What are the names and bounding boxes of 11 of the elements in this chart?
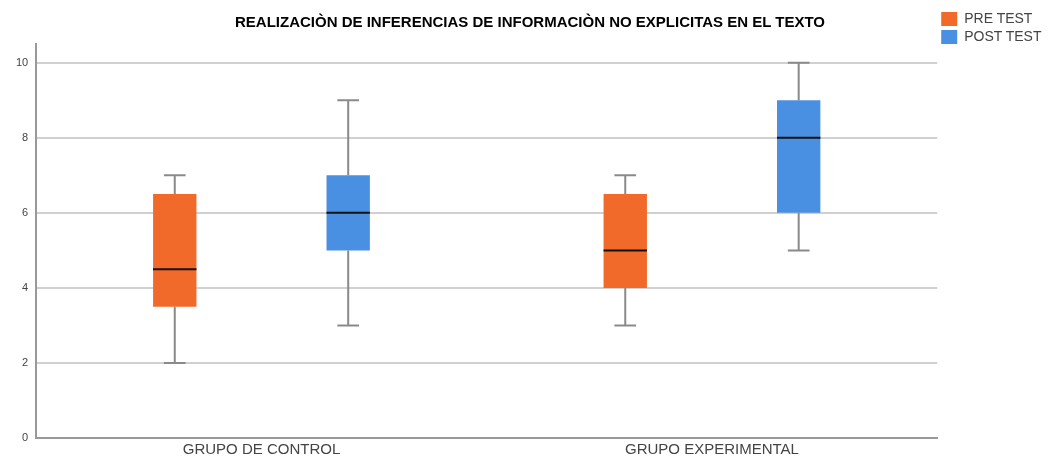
x-tick-label: GRUPO EXPERIMENTAL: [625, 440, 799, 458]
y-tick-label: 6: [22, 205, 29, 218]
legend-label: PRE TEST: [964, 9, 1033, 26]
y-tick-label: 10: [15, 55, 29, 68]
y-tick-label: 2: [22, 355, 29, 368]
y-tick-label: 4: [22, 280, 29, 293]
y-tick-label: 8: [22, 130, 29, 143]
y-tick-label: 0: [22, 431, 29, 444]
legend-label: POST TEST: [964, 27, 1042, 44]
x-tick-label: GRUPO DE CONTROL: [182, 440, 341, 458]
chart-title: REALIZACIÒN DE INFERENCIAS DE INFORMACIÒN NO EXPLICITAS EN EL TEXTO: [234, 13, 826, 31]
